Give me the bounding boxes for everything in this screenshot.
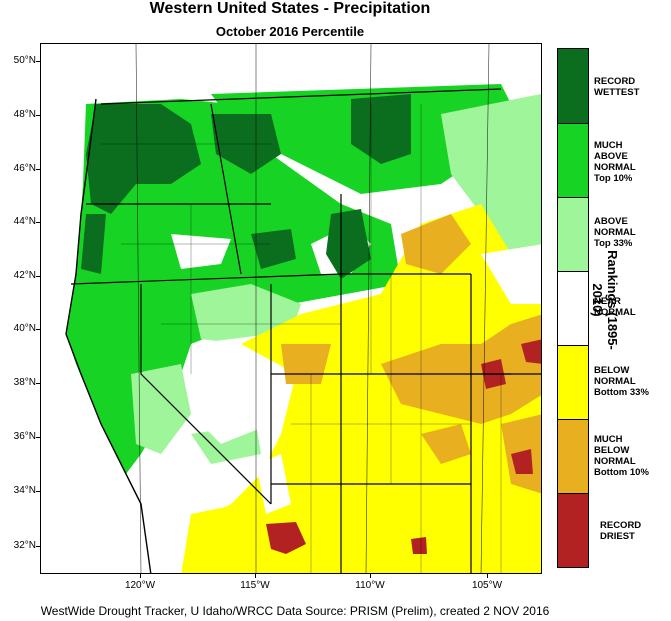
- driest-kansas: [521, 339, 541, 364]
- lat-tick: [36, 491, 40, 492]
- lat-tick: [36, 383, 40, 384]
- map-title: Western United States - Precipitation: [149, 0, 431, 17]
- lat-label-42: 42°N: [13, 270, 36, 281]
- legend-swatch-near: [558, 272, 588, 346]
- precipitation-map: [40, 43, 542, 574]
- lat-tick: [36, 115, 40, 116]
- below-sw-arizona: [181, 504, 291, 573]
- state-borders: [70, 88, 541, 573]
- lon-tick: [370, 574, 371, 578]
- wettest-oregon: [81, 214, 106, 274]
- lon-label-115: 115°W: [240, 580, 270, 591]
- lon-tick: [140, 574, 141, 578]
- legend-colorbar: [557, 48, 589, 568]
- lat-label-50: 50°N: [13, 55, 36, 66]
- lat-label-40: 40°N: [13, 323, 36, 334]
- lat-tick: [36, 222, 40, 223]
- map-subtitle: October 2016 Percentile: [215, 24, 365, 39]
- legend-swatch-record-driest: [558, 494, 588, 567]
- legend-label-record-wettest: RECORD WETTEST: [594, 76, 640, 98]
- lon-tick: [487, 574, 488, 578]
- county-lines: [101, 104, 502, 573]
- legend-label-much-below: MUCH BELOW NORMAL Bottom 10%: [594, 434, 649, 478]
- credit-line: WestWide Drought Tracker, U Idaho/WRCC D…: [40, 604, 550, 618]
- lat-tick: [36, 169, 40, 170]
- legend-swatch-above: [558, 198, 588, 272]
- lat-label-38: 38°N: [13, 377, 36, 388]
- lon-label-110: 110°W: [355, 580, 385, 591]
- lat-tick: [36, 546, 40, 547]
- driest-texas: [511, 449, 533, 474]
- legend-label-below: BELOW NORMAL Bottom 33%: [594, 365, 649, 398]
- much-below-nm: [421, 424, 471, 464]
- lon-label-120: 120°W: [124, 580, 156, 591]
- lat-tick: [36, 61, 40, 62]
- lat-tick: [36, 329, 40, 330]
- above-northeast: [441, 94, 541, 264]
- wettest-central-id: [251, 229, 296, 269]
- lat-label-36: 36°N: [13, 431, 36, 442]
- lat-tick: [36, 437, 40, 438]
- legend-label-record-driest: RECORD DRIEST: [600, 520, 642, 542]
- lat-tick: [36, 276, 40, 277]
- legend-label-near: NEAR NORMAL: [594, 296, 636, 318]
- legend-swatch-much-above: [558, 124, 588, 198]
- graticule: [135, 44, 490, 573]
- lat-label-44: 44°N: [13, 216, 36, 227]
- near-idaho: [171, 234, 231, 269]
- legend-swatch-much-below: [558, 420, 588, 494]
- above-sierra: [131, 364, 191, 454]
- wettest-washington: [86, 104, 201, 214]
- legend-swatch-record-wettest: [558, 49, 588, 124]
- legend-swatch-below: [558, 346, 588, 420]
- legend-label-above: ABOVE NORMAL Top 33%: [594, 216, 636, 249]
- legend-title: Rankings (1895-2010): [590, 250, 620, 350]
- lat-label-34: 34°N: [13, 485, 36, 496]
- near-plains: [481, 244, 541, 304]
- lon-label-105: 105°W: [471, 580, 503, 591]
- much-below-wyo: [401, 214, 471, 274]
- near-nevada: [191, 334, 291, 444]
- driest-arizona: [266, 522, 306, 554]
- wettest-wyoming: [326, 209, 371, 279]
- wettest-montana: [351, 94, 411, 164]
- lat-label-48: 48°N: [13, 109, 36, 120]
- lat-label-46: 46°N: [13, 163, 36, 174]
- coastline: [65, 98, 152, 573]
- legend-label-much-above: MUCH ABOVE NORMAL Top 10%: [594, 140, 636, 184]
- lon-tick: [255, 574, 256, 578]
- lat-label-32: 32°N: [13, 540, 36, 551]
- driest-nm: [411, 537, 427, 554]
